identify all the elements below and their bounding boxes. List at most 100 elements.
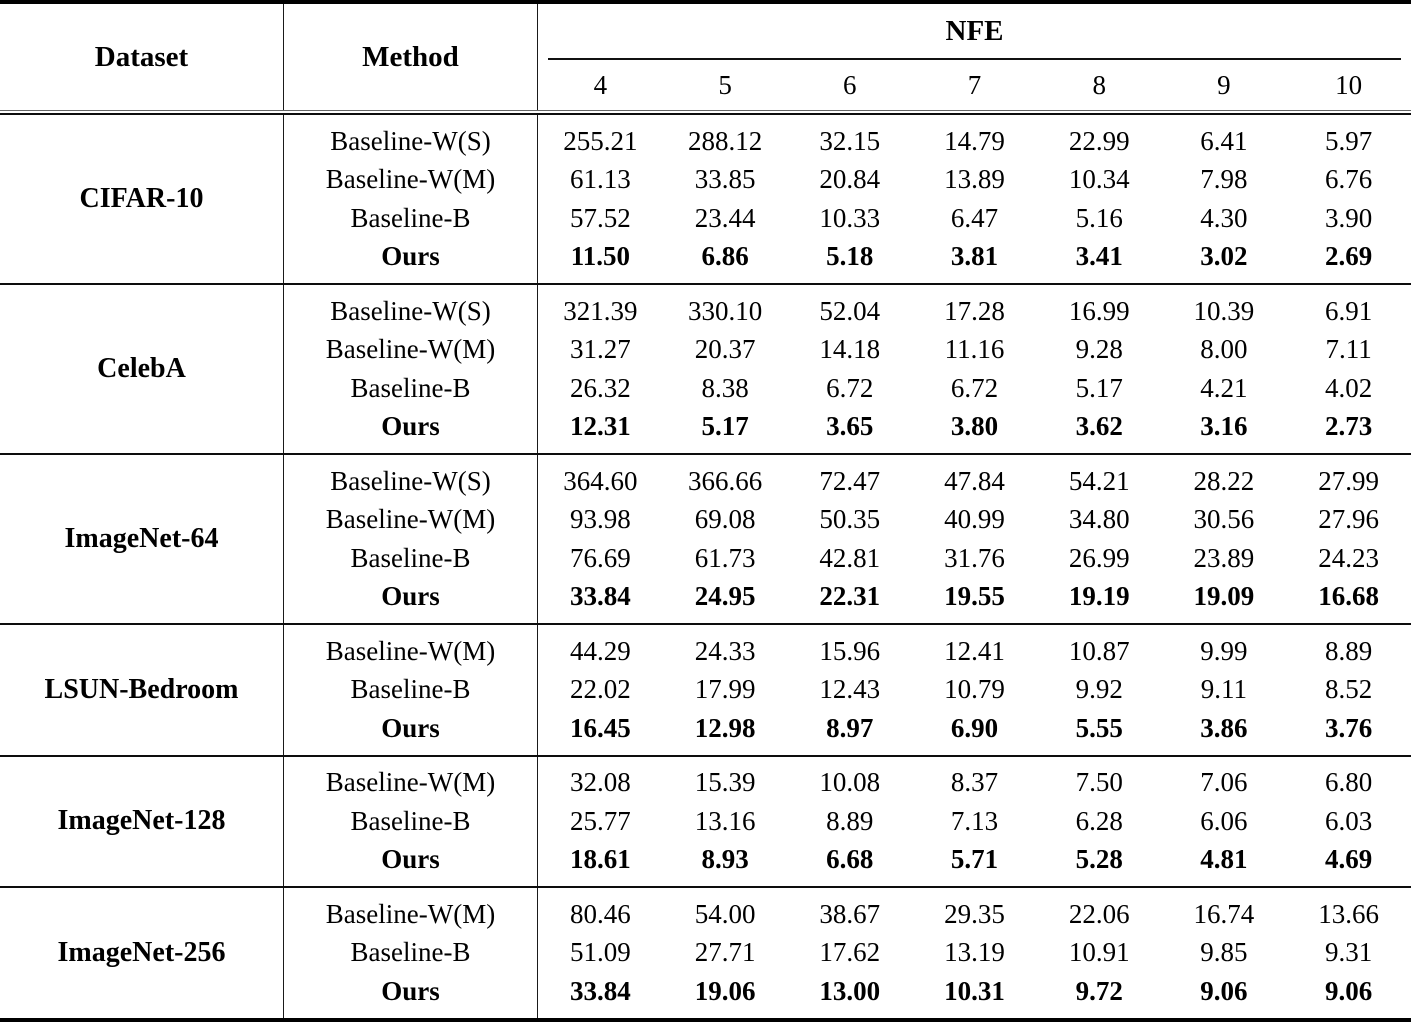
value-cell: 33.85 bbox=[694, 164, 756, 195]
value-cell: 17.28 bbox=[944, 295, 1005, 326]
value-cell: 22.06 bbox=[1068, 898, 1130, 929]
method-cell: Ours bbox=[284, 972, 538, 1018]
value-cell: 3.02 bbox=[1200, 241, 1248, 272]
value-cell: 5.71 bbox=[950, 844, 999, 875]
value-cell: 10.08 bbox=[819, 767, 881, 798]
value-cell: 13.66 bbox=[1318, 898, 1380, 929]
value-cell: 26.99 bbox=[1068, 542, 1130, 573]
value-cell: 17.99 bbox=[694, 674, 756, 705]
value-cell: 288.12 bbox=[687, 125, 763, 156]
value-cell: 15.96 bbox=[819, 635, 881, 666]
value-cell: 12.98 bbox=[694, 712, 756, 743]
value-cell: 10.34 bbox=[1068, 164, 1130, 195]
section-divider bbox=[0, 623, 1411, 625]
method-cell: Baseline-B bbox=[284, 369, 538, 408]
value-cell: 76.69 bbox=[569, 542, 631, 573]
value-cell: 33.84 bbox=[569, 581, 631, 612]
value-cell: 17.62 bbox=[819, 937, 881, 968]
value-cell: 10.91 bbox=[1068, 937, 1130, 968]
method-cell: Baseline-B bbox=[284, 802, 538, 841]
nfe-col-header-6: 6 bbox=[843, 69, 857, 100]
method-cell: Baseline-W(M) bbox=[284, 756, 538, 802]
value-cell: 6.76 bbox=[1325, 164, 1373, 195]
value-cell: 321.39 bbox=[563, 295, 638, 326]
value-cell: 6.72 bbox=[950, 372, 999, 403]
value-cell: 16.99 bbox=[1068, 295, 1130, 326]
value-cell: 3.90 bbox=[1325, 202, 1373, 233]
value-cell: 10.79 bbox=[944, 674, 1005, 705]
nfe-col-header-9: 9 bbox=[1217, 69, 1231, 100]
value-cell: 22.31 bbox=[819, 581, 881, 612]
col-header-method: Method bbox=[284, 4, 538, 110]
value-cell: 19.55 bbox=[944, 581, 1005, 612]
value-cell: 3.16 bbox=[1200, 411, 1248, 442]
value-cell: 13.16 bbox=[694, 805, 756, 836]
value-cell: 4.02 bbox=[1325, 372, 1373, 403]
value-cell: 24.95 bbox=[694, 581, 756, 612]
value-cell: 19.06 bbox=[694, 975, 756, 1006]
value-cell: 5.55 bbox=[1075, 712, 1123, 743]
value-cell: 10.33 bbox=[819, 202, 881, 233]
value-cell: 13.89 bbox=[944, 164, 1005, 195]
value-cell: 9.06 bbox=[1325, 975, 1373, 1006]
value-cell: 12.43 bbox=[819, 674, 881, 705]
value-cell: 10.31 bbox=[944, 975, 1005, 1006]
value-cell: 19.19 bbox=[1068, 581, 1130, 612]
value-cell: 69.08 bbox=[694, 504, 756, 535]
value-cell: 5.97 bbox=[1325, 125, 1373, 156]
method-cell: Baseline-W(S) bbox=[284, 115, 538, 161]
value-cell: 8.97 bbox=[826, 712, 874, 743]
value-cell: 6.03 bbox=[1325, 805, 1373, 836]
value-cell: 25.77 bbox=[569, 805, 631, 836]
method-cell: Ours bbox=[284, 407, 538, 453]
value-cell: 80.46 bbox=[569, 898, 631, 929]
value-cell: 3.80 bbox=[950, 411, 999, 442]
value-cell: 9.72 bbox=[1075, 975, 1123, 1006]
value-cell: 3.76 bbox=[1325, 712, 1373, 743]
value-cell: 61.73 bbox=[694, 542, 756, 573]
value-cell: 28.22 bbox=[1193, 465, 1255, 496]
method-cell: Baseline-W(M) bbox=[284, 330, 538, 369]
value-cell: 5.16 bbox=[1075, 202, 1123, 233]
value-cell: 40.99 bbox=[944, 504, 1005, 535]
col-header-dataset: Dataset bbox=[0, 4, 284, 110]
value-cell: 9.92 bbox=[1075, 674, 1123, 705]
value-cell: 9.28 bbox=[1075, 334, 1123, 365]
value-cell: 5.28 bbox=[1075, 844, 1123, 875]
value-cell: 9.11 bbox=[1200, 674, 1248, 705]
value-cell: 30.56 bbox=[1193, 504, 1255, 535]
value-cell: 6.68 bbox=[826, 844, 874, 875]
method-cell: Baseline-B bbox=[284, 199, 538, 238]
value-cell: 18.61 bbox=[569, 844, 631, 875]
nfe-col-header-4: 4 bbox=[593, 69, 608, 100]
value-cell: 16.74 bbox=[1193, 898, 1255, 929]
value-cell: 2.73 bbox=[1325, 411, 1373, 442]
value-cell: 51.09 bbox=[569, 937, 631, 968]
value-cell: 16.68 bbox=[1318, 581, 1380, 612]
col-group-header-nfe: NFE bbox=[548, 4, 1401, 60]
value-cell: 9.85 bbox=[1200, 937, 1248, 968]
value-cell: 6.91 bbox=[1325, 295, 1373, 326]
value-cell: 6.86 bbox=[701, 241, 749, 272]
method-cell: Baseline-W(S) bbox=[284, 285, 538, 331]
value-cell: 366.66 bbox=[687, 465, 763, 496]
value-cell: 24.33 bbox=[694, 635, 756, 666]
header-divider bbox=[0, 110, 1411, 115]
section-divider bbox=[0, 453, 1411, 455]
value-cell: 5.17 bbox=[1075, 372, 1123, 403]
dataset-cell: CIFAR-10 bbox=[0, 115, 284, 283]
value-cell: 6.28 bbox=[1075, 805, 1123, 836]
value-cell: 72.47 bbox=[819, 465, 881, 496]
value-cell: 13.00 bbox=[819, 975, 881, 1006]
value-cell: 3.86 bbox=[1200, 712, 1248, 743]
value-cell: 23.89 bbox=[1193, 542, 1255, 573]
value-cell: 34.80 bbox=[1068, 504, 1130, 535]
value-cell: 8.93 bbox=[701, 844, 749, 875]
value-cell: 15.39 bbox=[694, 767, 756, 798]
value-cell: 6.06 bbox=[1200, 805, 1248, 836]
value-cell: 14.79 bbox=[944, 125, 1005, 156]
method-cell: Baseline-W(M) bbox=[284, 500, 538, 539]
value-cell: 29.35 bbox=[944, 898, 1005, 929]
value-cell: 42.81 bbox=[819, 542, 881, 573]
